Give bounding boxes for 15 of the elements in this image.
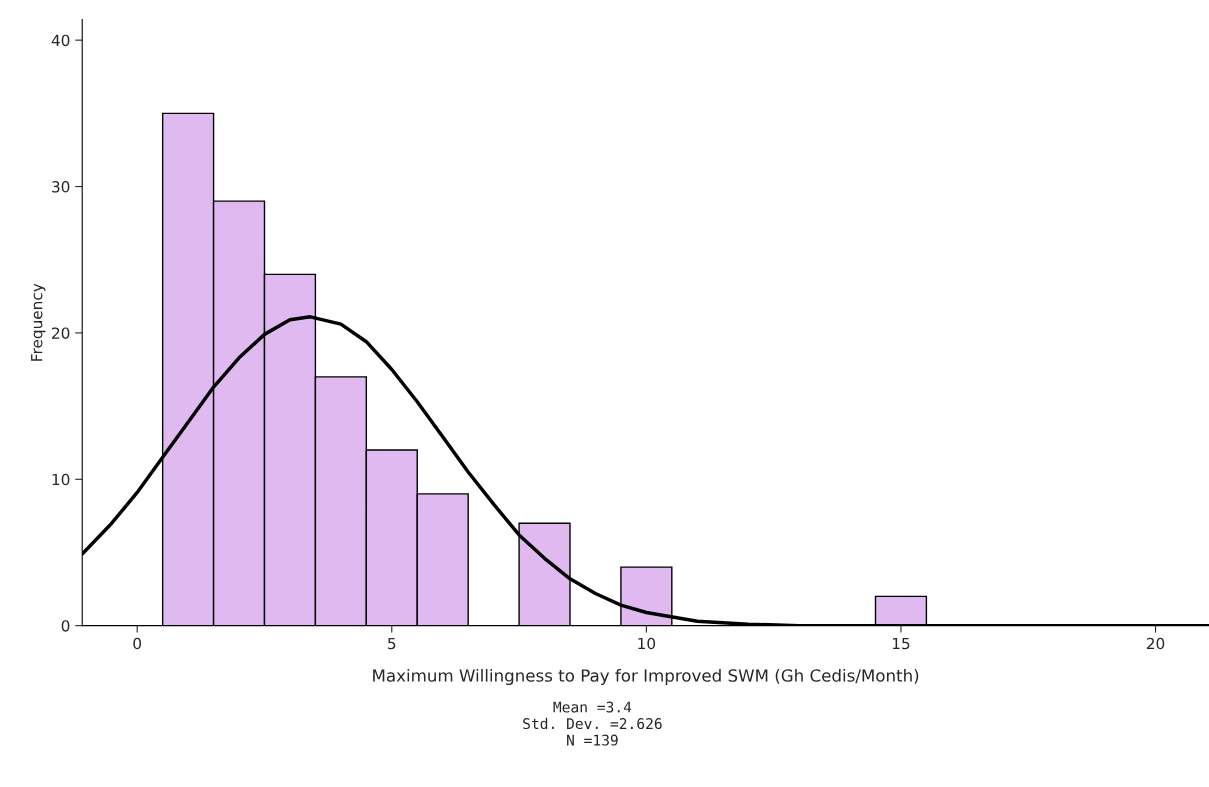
x-tick-label: 10 [638, 637, 656, 650]
x-axis-title: Maximum Willingness to Pay for Improved SWM (Gh Cedis/Month) [373, 668, 919, 686]
x-tick-label: 5 [388, 637, 396, 650]
text: Mean =3.4 [553, 701, 632, 713]
text: N =139 [567, 734, 618, 746]
x-tick-label: 15 [892, 637, 910, 650]
y-tick-label: 10 [52, 473, 70, 486]
y-tick-label: 40 [51, 34, 70, 47]
y-tick-label: 0 [61, 620, 70, 632]
x-tick-label: 20 [1146, 637, 1165, 650]
y-tick-label: 30 [52, 181, 70, 193]
y-tick-label: 20 [52, 327, 70, 339]
text: Std. Dev. =2.626 [523, 717, 662, 730]
y-axis-title: Frequency [31, 283, 46, 361]
x-tick-label: 0 [133, 637, 142, 650]
